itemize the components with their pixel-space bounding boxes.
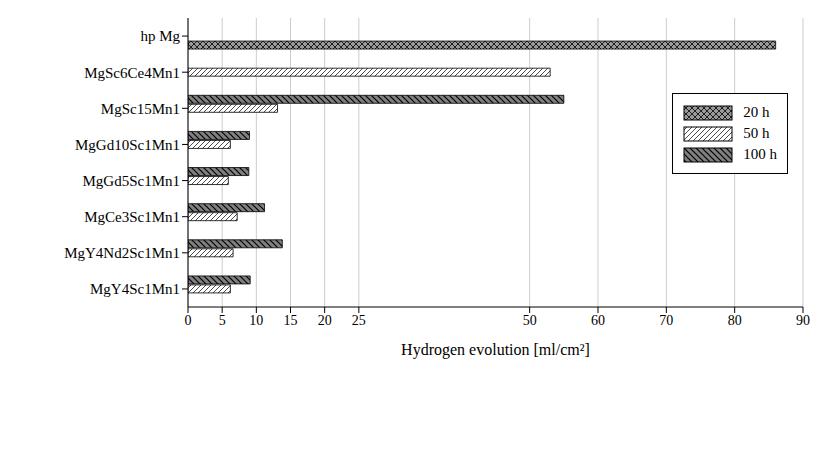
svg-text:20: 20 xyxy=(318,313,332,328)
svg-text:90: 90 xyxy=(796,313,810,328)
svg-text:50: 50 xyxy=(523,313,537,328)
svg-text:10: 10 xyxy=(249,313,263,328)
svg-text:MgSc6Ce4Mn1: MgSc6Ce4Mn1 xyxy=(84,65,180,81)
svg-text:60: 60 xyxy=(591,313,605,328)
html-text:20 h: 20 h xyxy=(743,104,770,120)
svg-text:MgCe3Sc1Mn1: MgCe3Sc1Mn1 xyxy=(84,209,180,225)
svg-text:Hydrogen evolution [ml/cm²]: Hydrogen evolution [ml/cm²] xyxy=(401,341,590,359)
svg-text:MgGd5Sc1Mn1: MgGd5Sc1Mn1 xyxy=(82,173,180,189)
svg-text:70: 70 xyxy=(659,313,673,328)
svg-text:25: 25 xyxy=(352,313,366,328)
svg-text:MgY4Nd2Sc1Mn1: MgY4Nd2Sc1Mn1 xyxy=(64,245,180,261)
svg-text:MgY4Sc1Mn1: MgY4Sc1Mn1 xyxy=(90,281,180,297)
svg-text:15: 15 xyxy=(284,313,298,328)
svg-text:MgGd10Sc1Mn1: MgGd10Sc1Mn1 xyxy=(75,137,180,153)
html-text:50 h: 50 h xyxy=(743,125,770,141)
svg-text:5: 5 xyxy=(219,313,226,328)
svg-text:80: 80 xyxy=(728,313,742,328)
svg-text:MgSc15Mn1: MgSc15Mn1 xyxy=(101,101,180,117)
svg-text:hp Mg: hp Mg xyxy=(140,28,180,44)
html-text:100 h: 100 h xyxy=(743,146,777,162)
svg-text:0: 0 xyxy=(185,313,192,328)
